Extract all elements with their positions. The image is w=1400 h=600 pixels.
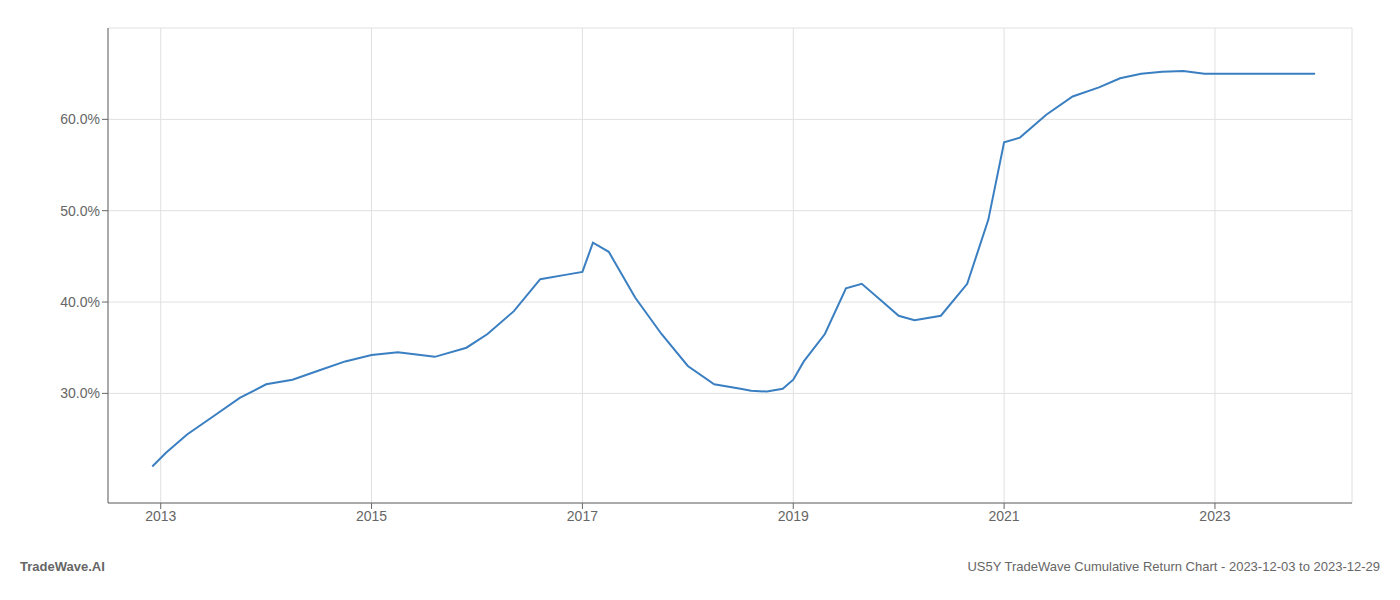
svg-text:30.0%: 30.0% bbox=[60, 385, 100, 401]
html-text:US5Y TradeWave Cumulative Retu: US5Y TradeWave Cumulative Return Chart -… bbox=[967, 559, 1380, 574]
svg-text:2019: 2019 bbox=[778, 508, 809, 524]
svg-text:2015: 2015 bbox=[356, 508, 387, 524]
svg-text:2021: 2021 bbox=[989, 508, 1020, 524]
svg-text:2023: 2023 bbox=[1199, 508, 1230, 524]
svg-text:60.0%: 60.0% bbox=[60, 111, 100, 127]
svg-text:2013: 2013 bbox=[145, 508, 176, 524]
svg-text:2017: 2017 bbox=[567, 508, 598, 524]
svg-text:50.0%: 50.0% bbox=[60, 203, 100, 219]
svg-text:40.0%: 40.0% bbox=[60, 294, 100, 310]
html-text:TradeWave.AI: TradeWave.AI bbox=[20, 559, 105, 574]
